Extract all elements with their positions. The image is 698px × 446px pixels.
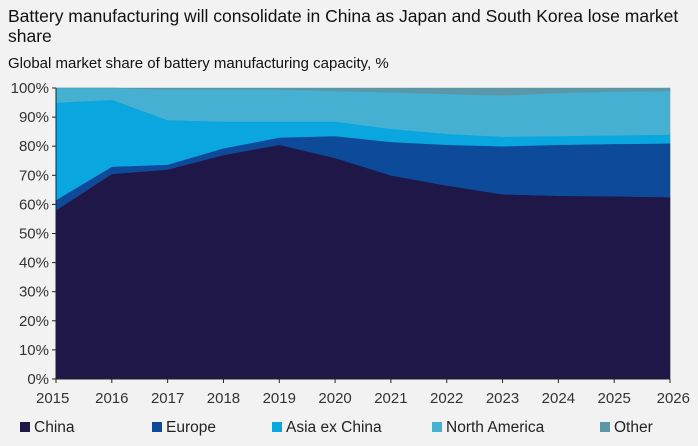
x-tick-label: 2021 (374, 390, 407, 407)
x-tick-label: 2023 (486, 390, 519, 407)
legend-label: Europe (166, 419, 216, 436)
y-tick-label: 30% (19, 284, 49, 301)
legend-item-europe: Europe (152, 419, 216, 436)
legend-swatch (272, 422, 282, 432)
chart-title: Battery manufacturing will consolidate i… (8, 6, 679, 46)
legend-label: Other (614, 419, 653, 436)
y-tick-label: 0% (27, 371, 49, 388)
x-tick-label: 2016 (95, 390, 128, 407)
legend-swatch (600, 422, 610, 432)
x-tick-label: 2025 (597, 390, 630, 407)
x-tick-label: 2018 (207, 390, 240, 407)
legend-label: China (34, 419, 75, 436)
legend-swatch (20, 422, 30, 432)
y-tick-label: 10% (19, 342, 49, 359)
y-tick-label: 100% (11, 80, 49, 97)
x-tick-label: 2022 (430, 390, 463, 407)
x-tick-label: 2026 (657, 390, 690, 407)
legend-label: Asia ex China (286, 419, 382, 436)
x-tick-label: 2017 (151, 390, 184, 407)
y-tick-label: 70% (19, 167, 49, 184)
chart-subtitle: Global market share of battery manufactu… (8, 55, 389, 72)
legend-item-china: China (20, 419, 75, 436)
axis-layer: 0% 10% 20% 30% 40% 50% 60% 70% 80% 90% 100% 2015 201… (11, 80, 690, 407)
x-tick-label: 2020 (318, 390, 351, 407)
y-tick-label: 20% (19, 313, 49, 330)
legend-item-asia-ex-china: Asia ex China (272, 419, 382, 436)
y-tick-label: 80% (19, 138, 49, 155)
y-tick-label: 60% (19, 196, 49, 213)
legend-item-other: Other (600, 419, 653, 436)
area-other (56, 87, 671, 96)
area-layer (55, 87, 671, 380)
x-tick-label: 2024 (542, 390, 575, 407)
legend-swatch (432, 422, 442, 432)
legend-swatch (152, 422, 162, 432)
legend-item-north-america: North America (432, 419, 545, 436)
legend-label: North America (446, 419, 545, 436)
y-tick-label: 50% (19, 226, 49, 243)
y-tick-label: 90% (19, 109, 49, 126)
y-tick-label: 40% (19, 255, 49, 272)
legend: China Europe Asia ex China North America Oth… (20, 419, 653, 436)
x-tick-label: 2019 (263, 390, 296, 407)
x-tick-label: 2015 (36, 390, 69, 407)
